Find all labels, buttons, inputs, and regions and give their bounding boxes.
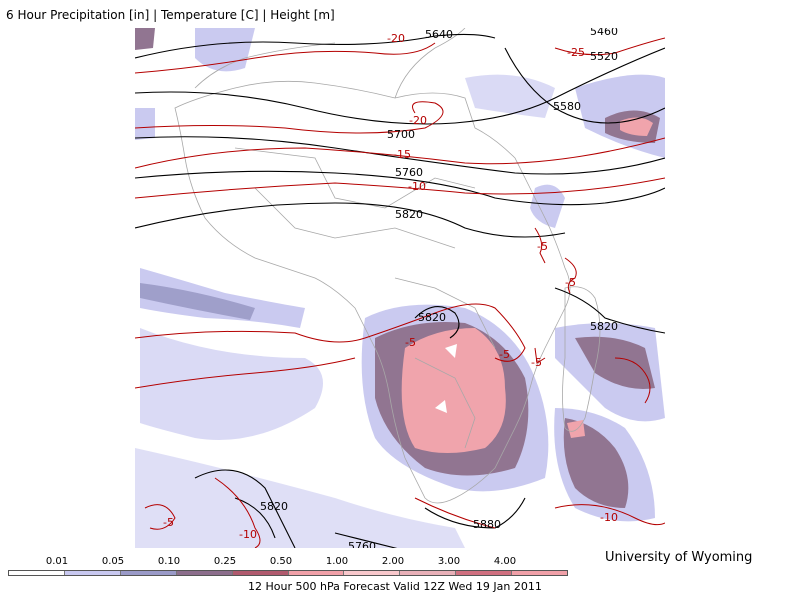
coastlines xyxy=(174,28,601,504)
legend-tick: 0.10 xyxy=(157,556,181,567)
temperature-label: -5 xyxy=(531,356,542,369)
legend-swatch xyxy=(288,571,345,575)
legend-swatch xyxy=(232,571,289,575)
temperature-label: -20 xyxy=(387,32,405,45)
legend-tick: 2.00 xyxy=(381,556,405,567)
legend-swatch xyxy=(176,571,233,575)
precipitation-legend-bar xyxy=(8,570,568,576)
legend-tick: 0.50 xyxy=(269,556,293,567)
precipitation-shading xyxy=(135,28,665,548)
legend-tick: 0.05 xyxy=(101,556,125,567)
temperature-labels: -20 -25 -20 -15 -10 -5 -5 -5 -5 -5 -10 -… xyxy=(163,32,618,541)
height-contours xyxy=(135,33,665,548)
height-label: 5760 xyxy=(348,540,376,548)
legend-swatch xyxy=(456,571,513,575)
legend-swatch xyxy=(344,571,401,575)
height-label: 5820 xyxy=(395,208,423,221)
legend-swatch xyxy=(400,571,457,575)
temperature-label: -10 xyxy=(408,180,426,193)
legend-swatch xyxy=(9,571,65,575)
height-label: 5820 xyxy=(590,320,618,333)
temperature-label: -20 xyxy=(409,114,427,127)
height-label: 5880 xyxy=(473,518,501,531)
legend-tick: 0.25 xyxy=(213,556,237,567)
height-labels: 5640 5460 5520 5580 5700 5760 5820 5820 … xyxy=(260,28,618,548)
temperature-label: -5 xyxy=(405,336,416,349)
legend-ticks: 0.01 0.05 0.10 0.25 0.50 1.00 2.00 3.00 … xyxy=(8,556,568,568)
temperature-label: -5 xyxy=(565,276,576,289)
chart-title: 6 Hour Precipitation [in] | Temperature … xyxy=(6,8,335,22)
forecast-map: 5640 5460 5520 5580 5700 5760 5820 5820 … xyxy=(135,28,665,548)
legend-tick: 0.01 xyxy=(45,556,69,567)
temperature-label: -5 xyxy=(499,348,510,361)
height-label: 5760 xyxy=(395,166,423,179)
credit-label: University of Wyoming xyxy=(605,550,753,565)
temperature-label: -15 xyxy=(393,148,411,161)
height-label: 5580 xyxy=(553,100,581,113)
temperature-label: -25 xyxy=(567,46,585,59)
height-label: 5820 xyxy=(418,311,446,324)
temperature-label: -10 xyxy=(239,528,257,541)
temperature-label: -5 xyxy=(537,240,548,253)
temperature-label: -5 xyxy=(163,516,174,529)
temperature-label: -10 xyxy=(600,511,618,524)
height-label: 5700 xyxy=(387,128,415,141)
height-label: 5520 xyxy=(590,50,618,63)
height-label: 5460 xyxy=(590,28,618,38)
legend-tick: 3.00 xyxy=(437,556,461,567)
legend-swatch xyxy=(120,571,177,575)
legend-swatch xyxy=(64,571,121,575)
legend-tick: 1.00 xyxy=(325,556,349,567)
forecast-valid-label: 12 Hour 500 hPa Forecast Valid 12Z Wed 1… xyxy=(248,580,542,593)
legend-swatch xyxy=(512,571,568,575)
legend-tick: 4.00 xyxy=(493,556,517,567)
height-label: 5640 xyxy=(425,28,453,41)
height-label: 5820 xyxy=(260,500,288,513)
temperature-contours xyxy=(135,37,665,548)
